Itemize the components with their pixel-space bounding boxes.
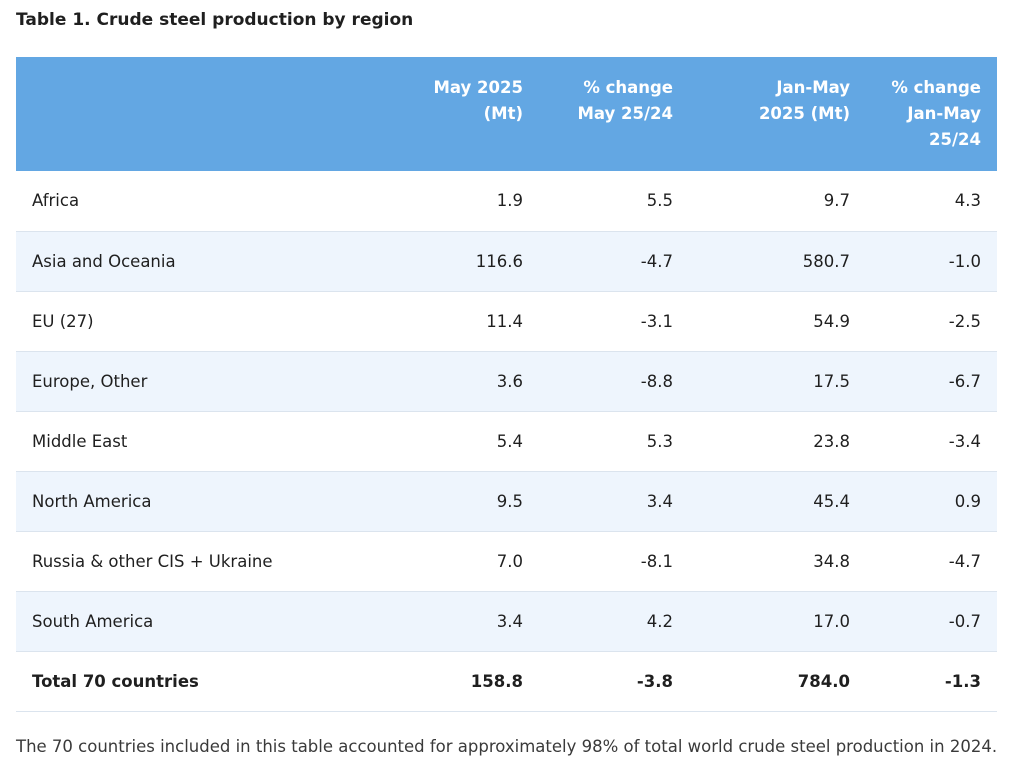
- header-jan-may: Jan-May 2025 (Mt): [689, 57, 866, 171]
- table-header-row: May 2025 (Mt) % change May 25/24 Jan-May…: [16, 57, 997, 171]
- ytd-cell: 580.7: [802, 251, 850, 271]
- table-footnote: The 70 countries included in this table …: [16, 737, 998, 756]
- ytd-change-cell: 0.9: [954, 491, 981, 511]
- steel-production-table: May 2025 (Mt) % change May 25/24 Jan-May…: [16, 57, 997, 712]
- may-cell: 5.4: [496, 431, 523, 451]
- table-row: Russia & other CIS + Ukraine 7.0 -8.1 34…: [16, 531, 997, 591]
- ytd-change-cell: 4.3: [954, 191, 981, 211]
- region-cell: EU (27): [32, 311, 94, 331]
- total-ytd-change-cell: -1.3: [944, 671, 981, 691]
- ytd-cell: 17.0: [813, 611, 850, 631]
- table-row: North America 9.5 3.4 45.4 0.9: [16, 471, 997, 531]
- header-line: Jan-May: [776, 78, 850, 97]
- may-change-cell: -8.1: [640, 551, 673, 571]
- header-may-2025: May 2025 (Mt): [396, 57, 539, 171]
- region-cell: Russia & other CIS + Ukraine: [32, 551, 273, 571]
- region-cell: Europe, Other: [32, 371, 148, 391]
- may-change-cell: 5.3: [646, 431, 673, 451]
- may-change-cell: -3.1: [640, 311, 673, 331]
- may-cell: 7.0: [496, 551, 523, 571]
- header-line: (Mt): [483, 104, 523, 123]
- may-cell: 116.6: [475, 251, 523, 271]
- header-line: 25/24: [929, 130, 981, 149]
- total-label: Total 70 countries: [32, 671, 199, 691]
- ytd-change-cell: -1.0: [948, 251, 981, 271]
- region-cell: Middle East: [32, 431, 128, 451]
- total-row: Total 70 countries 158.8 -3.8 784.0 -1.3: [16, 651, 997, 711]
- table-row: Middle East 5.4 5.3 23.8 -3.4: [16, 411, 997, 471]
- may-cell: 3.6: [496, 371, 523, 391]
- header-line: % change: [891, 78, 981, 97]
- ytd-cell: 34.8: [813, 551, 850, 571]
- region-cell: Asia and Oceania: [32, 251, 176, 271]
- header-line: % change: [583, 78, 673, 97]
- ytd-cell: 9.7: [823, 191, 850, 211]
- table-title: Table 1. Crude steel production by regio…: [16, 10, 414, 30]
- table-row: Asia and Oceania 116.6 -4.7 580.7 -1.0: [16, 231, 997, 291]
- may-cell: 3.4: [496, 611, 523, 631]
- may-change-cell: 5.5: [646, 191, 673, 211]
- region-cell: South America: [32, 611, 154, 631]
- header-line: May 2025: [433, 78, 523, 97]
- header-region: [16, 57, 396, 171]
- region-cell: Africa: [32, 191, 80, 211]
- may-cell: 11.4: [486, 311, 523, 331]
- header-jan-may-change: % change Jan-May 25/24: [866, 57, 997, 171]
- ytd-change-cell: -3.4: [948, 431, 981, 451]
- header-line: 2025 (Mt): [758, 104, 850, 123]
- may-change-cell: 4.2: [646, 611, 673, 631]
- header-line: May 25/24: [577, 104, 674, 123]
- may-change-cell: -8.8: [640, 371, 673, 391]
- ytd-cell: 45.4: [813, 491, 850, 511]
- ytd-cell: 54.9: [813, 311, 850, 331]
- ytd-cell: 17.5: [813, 371, 850, 391]
- table-row: EU (27) 11.4 -3.1 54.9 -2.5: [16, 291, 997, 351]
- ytd-change-cell: -4.7: [948, 551, 981, 571]
- may-change-cell: -4.7: [640, 251, 673, 271]
- table-row: Africa 1.9 5.5 9.7 4.3: [16, 171, 997, 231]
- header-line: Jan-May: [907, 104, 981, 123]
- ytd-change-cell: -6.7: [948, 371, 981, 391]
- total-ytd-cell: 784.0: [797, 671, 850, 691]
- ytd-cell: 23.8: [813, 431, 850, 451]
- ytd-change-cell: -0.7: [948, 611, 981, 631]
- table-row: South America 3.4 4.2 17.0 -0.7: [16, 591, 997, 651]
- header-may-change: % change May 25/24: [539, 57, 689, 171]
- may-cell: 9.5: [496, 491, 523, 511]
- ytd-change-cell: -2.5: [948, 311, 981, 331]
- region-cell: North America: [32, 491, 152, 511]
- may-cell: 1.9: [496, 191, 523, 211]
- may-change-cell: 3.4: [646, 491, 673, 511]
- table-row: Europe, Other 3.6 -8.8 17.5 -6.7: [16, 351, 997, 411]
- total-may-cell: 158.8: [470, 671, 523, 691]
- total-may-change-cell: -3.8: [636, 671, 673, 691]
